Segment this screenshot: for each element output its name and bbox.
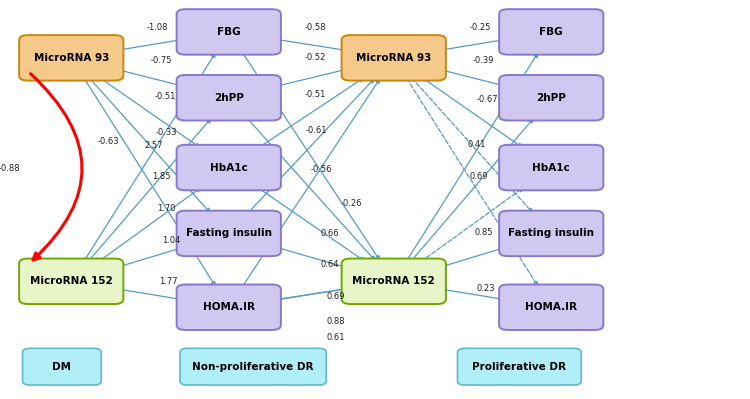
Text: FBG: FBG <box>539 27 563 37</box>
FancyBboxPatch shape <box>180 348 326 385</box>
Text: 0.64: 0.64 <box>321 260 339 269</box>
Text: 0.61: 0.61 <box>327 333 345 342</box>
FancyBboxPatch shape <box>177 145 280 190</box>
FancyBboxPatch shape <box>458 348 581 385</box>
Text: -0.25: -0.25 <box>470 24 490 32</box>
Text: Fasting insulin: Fasting insulin <box>509 228 594 239</box>
FancyBboxPatch shape <box>500 9 603 55</box>
Text: 0.66: 0.66 <box>321 229 339 238</box>
Text: FBG: FBG <box>217 27 241 37</box>
Text: -0.33: -0.33 <box>156 128 177 137</box>
Text: MicroRNA 93: MicroRNA 93 <box>34 53 109 63</box>
FancyBboxPatch shape <box>20 35 123 81</box>
Text: MicroRNA 93: MicroRNA 93 <box>356 53 431 63</box>
FancyBboxPatch shape <box>341 259 446 304</box>
Text: 2hPP: 2hPP <box>536 93 566 103</box>
Text: HbA1c: HbA1c <box>210 162 248 173</box>
Text: -0.58: -0.58 <box>304 24 326 32</box>
Text: -0.39: -0.39 <box>473 56 494 65</box>
FancyBboxPatch shape <box>500 284 603 330</box>
Text: 1.04: 1.04 <box>162 236 180 245</box>
FancyBboxPatch shape <box>177 284 280 330</box>
Text: -0.61: -0.61 <box>306 126 327 135</box>
FancyBboxPatch shape <box>500 75 603 120</box>
Text: 1.77: 1.77 <box>160 277 178 286</box>
FancyBboxPatch shape <box>500 145 603 190</box>
Text: -0.26: -0.26 <box>340 199 362 208</box>
FancyBboxPatch shape <box>500 211 603 256</box>
Text: MicroRNA 152: MicroRNA 152 <box>352 276 435 286</box>
Text: 0.85: 0.85 <box>475 228 493 237</box>
Text: HbA1c: HbA1c <box>532 162 570 173</box>
Text: HOMA.IR: HOMA.IR <box>525 302 578 312</box>
FancyBboxPatch shape <box>341 35 446 81</box>
Text: HOMA.IR: HOMA.IR <box>202 302 255 312</box>
Text: -0.75: -0.75 <box>151 56 172 65</box>
Text: Proliferative DR: Proliferative DR <box>472 361 566 372</box>
FancyBboxPatch shape <box>22 348 101 385</box>
Text: -1.08: -1.08 <box>147 24 168 32</box>
Text: 0.69: 0.69 <box>327 292 345 300</box>
Text: 0.69: 0.69 <box>470 172 488 181</box>
Text: 0.41: 0.41 <box>467 140 485 149</box>
FancyBboxPatch shape <box>177 75 280 120</box>
Text: 2hPP: 2hPP <box>214 93 244 103</box>
Text: DM: DM <box>53 361 71 372</box>
FancyBboxPatch shape <box>177 211 280 256</box>
Text: 1.70: 1.70 <box>158 204 176 213</box>
Text: -0.88: -0.88 <box>0 164 20 173</box>
Text: 0.23: 0.23 <box>477 284 495 292</box>
Text: -0.56: -0.56 <box>310 165 332 174</box>
Text: -0.67: -0.67 <box>477 95 498 104</box>
FancyBboxPatch shape <box>177 9 280 55</box>
Text: Fasting insulin: Fasting insulin <box>186 228 272 239</box>
Text: 2.57: 2.57 <box>145 141 163 150</box>
Text: MicroRNA 152: MicroRNA 152 <box>30 276 112 286</box>
FancyBboxPatch shape <box>20 259 123 304</box>
Text: 0.88: 0.88 <box>327 317 345 326</box>
Text: 1.85: 1.85 <box>152 172 170 181</box>
Text: -0.51: -0.51 <box>304 90 326 99</box>
Text: Non-proliferative DR: Non-proliferative DR <box>192 361 314 372</box>
Text: -0.63: -0.63 <box>98 137 119 146</box>
Text: -0.52: -0.52 <box>304 53 326 62</box>
Text: -0.51: -0.51 <box>154 92 176 101</box>
